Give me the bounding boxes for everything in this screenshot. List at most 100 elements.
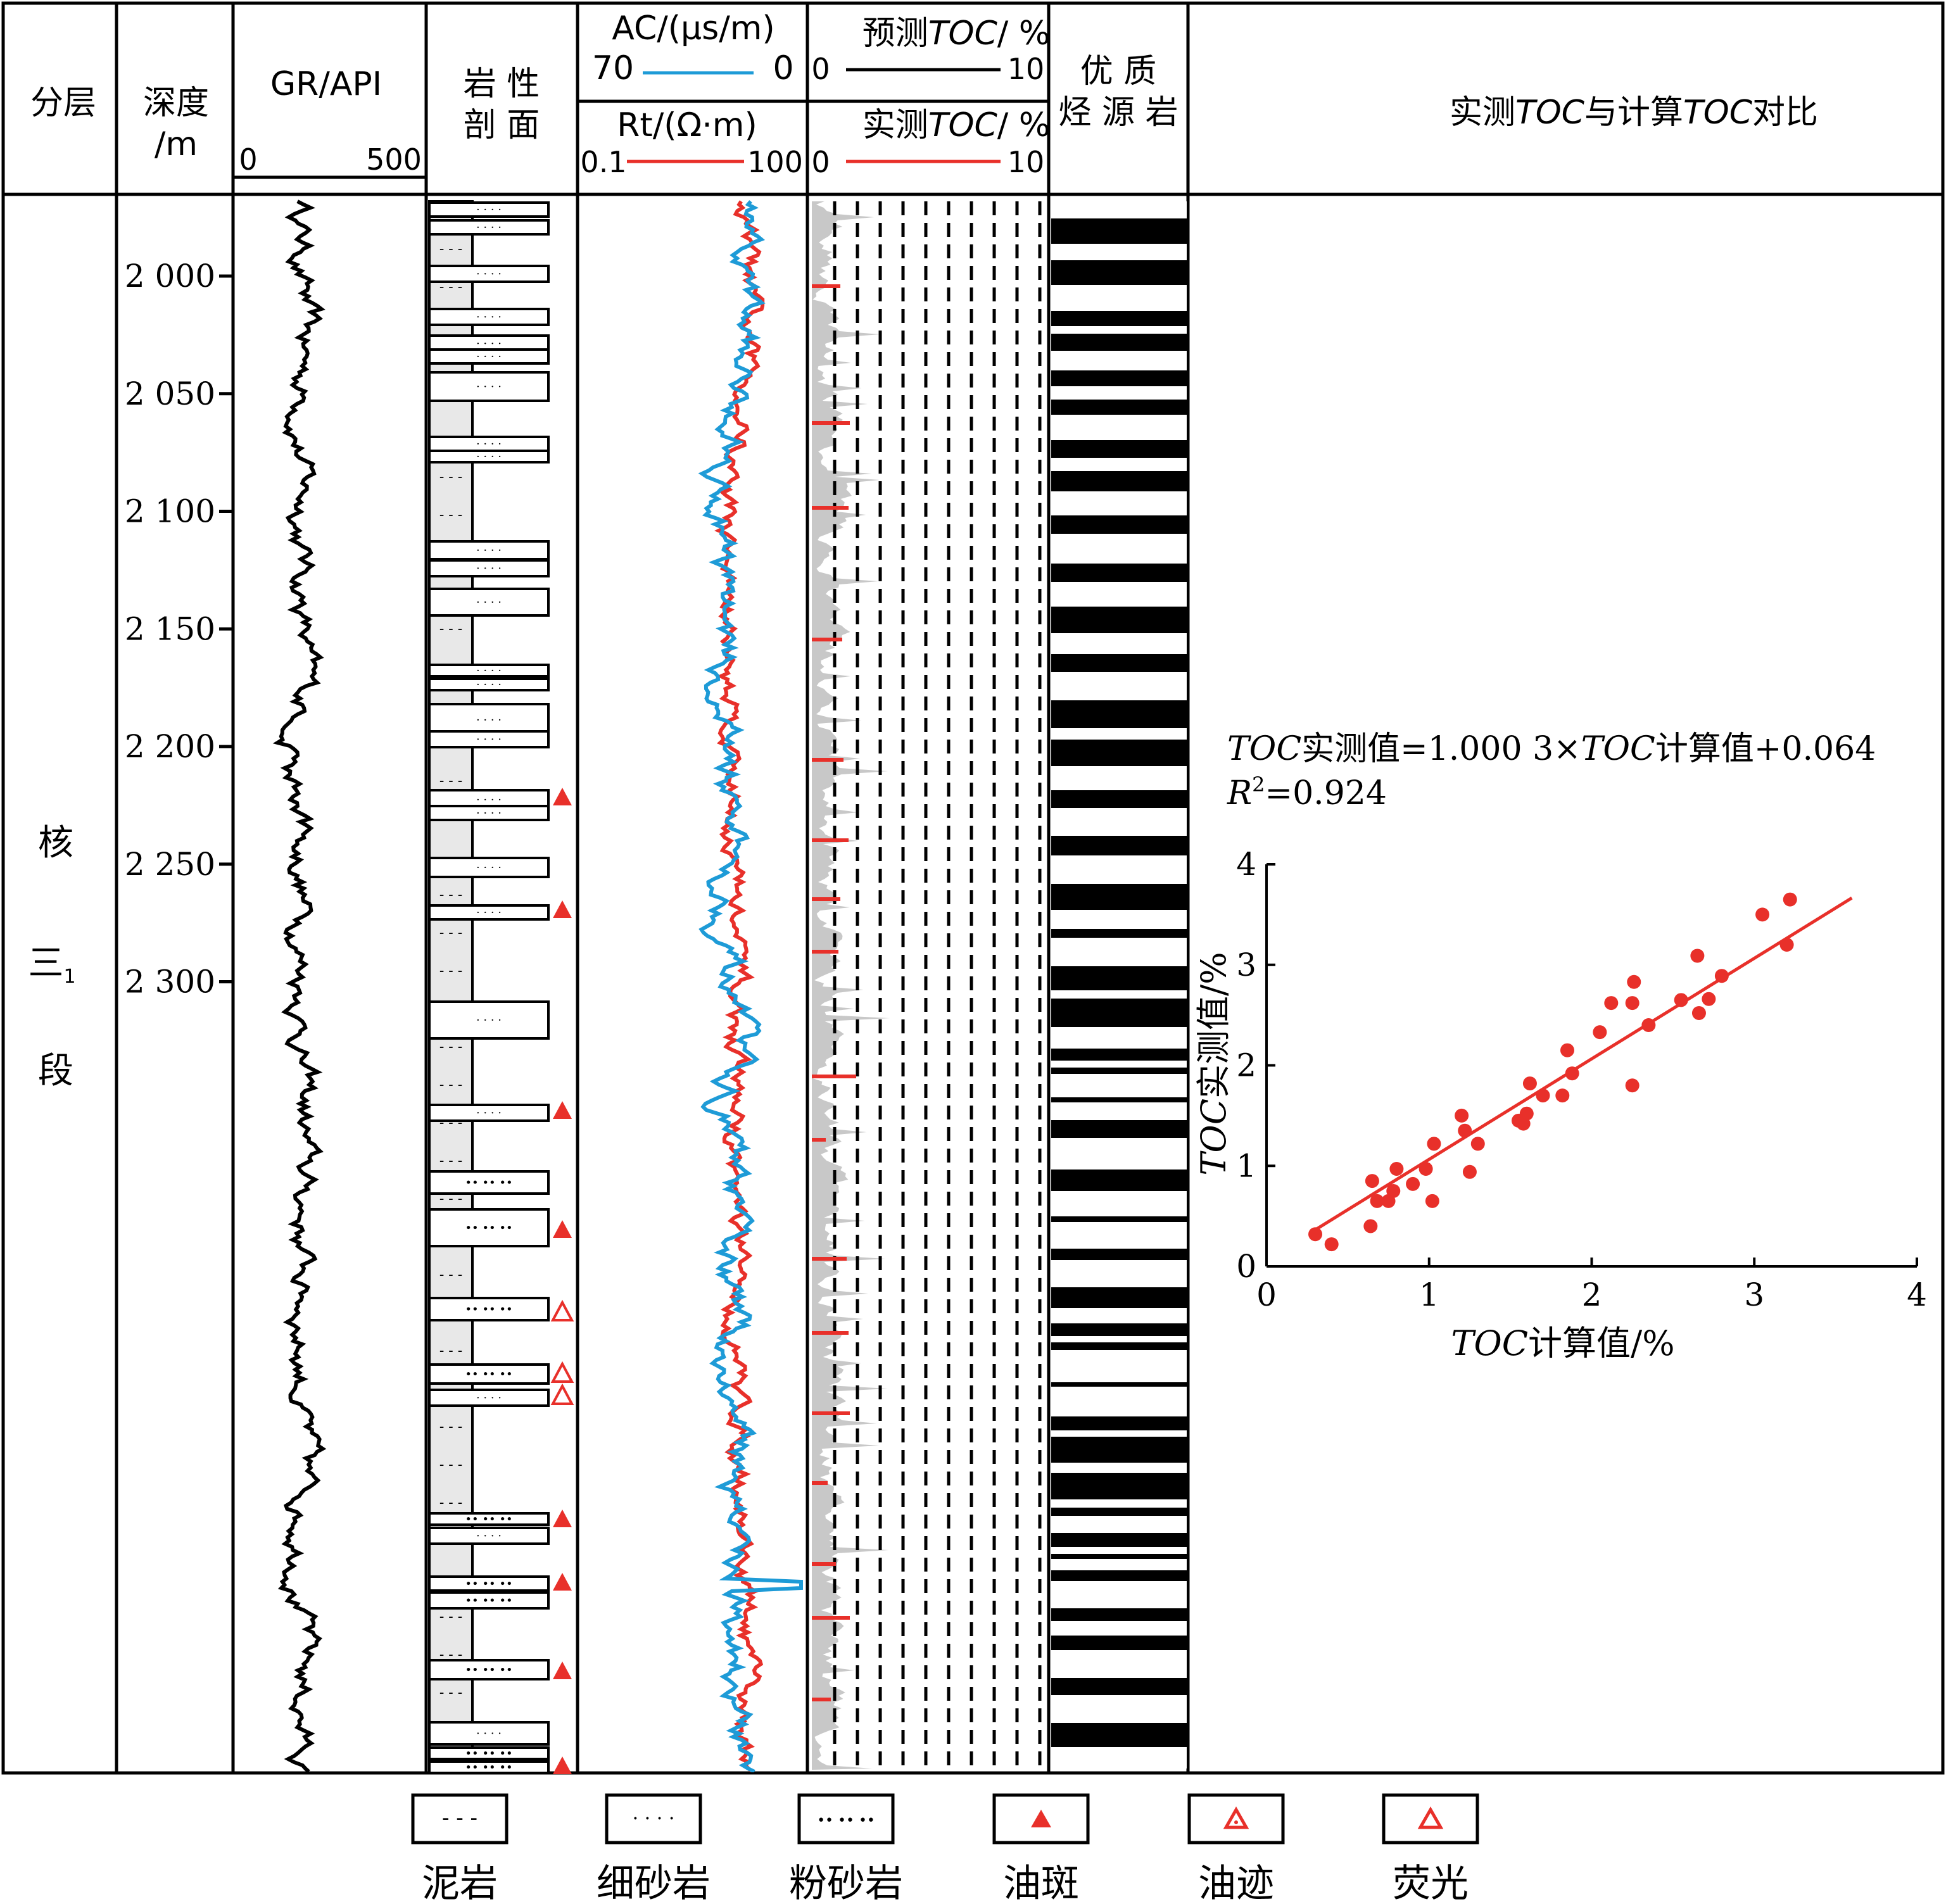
bed-pattern: · · · · — [476, 1014, 502, 1027]
legend: - - - 泥岩 · · · · 细砂岩 •• •• •• 粉砂岩 油斑 油迹 荧光 — [411, 1793, 1479, 1904]
source-rock-band — [1051, 1608, 1187, 1621]
x-tick-label: 0 — [1256, 1277, 1277, 1313]
ac-curve — [698, 200, 803, 1772]
data-point — [1308, 1227, 1323, 1242]
mudstone-mark: - - - — [439, 887, 462, 903]
source-rock-band — [1051, 884, 1187, 910]
legend-label: 泥岩 — [422, 1862, 498, 1904]
oil-trace-dot — [1234, 1820, 1238, 1824]
header-source-b: 烃 源 岩 — [1058, 94, 1178, 132]
bed-pattern: •• •• •• — [465, 1747, 512, 1760]
header-rt-left: 0.1 — [580, 145, 626, 179]
bed-pattern: •• •• •• — [465, 1221, 512, 1235]
source-rock-band — [1051, 1049, 1187, 1061]
bed-pattern: · · · · — [476, 678, 502, 691]
lithology-bed — [428, 857, 550, 878]
source-rock-band — [1051, 1678, 1187, 1695]
x-axis-label-a: TOC — [1451, 1323, 1528, 1363]
source-rock-band — [1051, 607, 1187, 633]
mudstone-mark: - - - — [439, 469, 462, 485]
data-point — [1755, 907, 1770, 922]
bed-pattern: · · · · — [476, 268, 502, 281]
svg-text:R2=0.924: R2=0.924 — [1227, 772, 1387, 812]
mudstone-mark: - - - — [439, 1153, 462, 1169]
mudstone-mark: - - - — [439, 241, 462, 257]
formation-label: 核 三1 段 — [28, 823, 75, 1092]
header-pred-c: / % — [997, 15, 1050, 53]
y-tick-label: 1 — [1236, 1147, 1256, 1184]
depth-tick-label: 2 300 — [125, 964, 215, 1000]
lithology-bed — [428, 348, 550, 365]
x-tick-label: 1 — [1419, 1277, 1439, 1313]
bed-pattern: · · · · — [476, 337, 502, 351]
mudstone-mark: - - - — [439, 1267, 462, 1283]
y-tick-label: 0 — [1236, 1248, 1256, 1285]
svg-text:实测TOC与计算TOC对比: 实测TOC与计算TOC对比 — [1450, 94, 1818, 132]
header-meas-a: 实测 — [862, 106, 928, 144]
data-point — [1470, 1137, 1485, 1151]
y-axis-label-b: 实测值/% — [1194, 952, 1234, 1099]
depth-tick-label: 2 000 — [125, 258, 215, 294]
data-point — [1702, 992, 1716, 1006]
lithology-bed — [428, 1208, 550, 1247]
mudstone-mark: - - - — [439, 1495, 462, 1511]
header-scale-lines — [627, 68, 1001, 163]
oil-spot-icon — [553, 900, 572, 918]
data-point — [1522, 1076, 1537, 1091]
data-point — [1386, 1183, 1401, 1198]
toc-track — [812, 201, 1042, 1770]
header-gr-min: 0 — [239, 142, 257, 177]
lithology-bed — [428, 1746, 550, 1760]
svg-text:预测TOC/ %: 预测TOC/ % — [862, 15, 1051, 53]
lithology-bed — [428, 588, 550, 617]
mudstone-mark: - - - — [439, 963, 462, 979]
header-compare-c: 与计算 — [1584, 94, 1683, 132]
data-point — [1714, 969, 1729, 983]
header-rt-right: 100 — [747, 145, 803, 179]
header-ac-right: 0 — [773, 49, 793, 87]
data-point — [1691, 1006, 1706, 1020]
svg-text:三1: 三1 — [28, 943, 75, 988]
oil-trace-icon — [550, 1299, 574, 1321]
data-point — [1627, 974, 1641, 989]
eq-r: R — [1227, 774, 1252, 812]
eq-r2-val: =0.924 — [1265, 774, 1387, 812]
data-point — [1406, 1176, 1420, 1191]
fluorescence-icon — [1417, 1806, 1444, 1829]
header-gr-title: GR/API — [270, 65, 382, 103]
bed-pattern: · · · · — [476, 562, 502, 576]
source-rock-band — [1051, 440, 1187, 458]
data-point — [1625, 996, 1640, 1011]
bed-pattern: •• •• •• — [465, 1577, 512, 1591]
oil-spot-icon — [553, 1101, 572, 1119]
header-rt-title: Rt/(Ω·m) — [617, 106, 757, 144]
lithology-bed — [428, 1104, 550, 1122]
oil-spot-icon — [553, 788, 572, 805]
source-rock-band — [1051, 1068, 1187, 1074]
y-tick-label: 3 — [1236, 947, 1256, 983]
header-gr-max: 500 — [366, 142, 422, 177]
legend-label: 油斑 — [1003, 1862, 1079, 1904]
lithology-bed — [428, 1721, 550, 1746]
header-pred-a: 预测 — [862, 15, 928, 53]
legend-box-mudstone — [411, 1793, 509, 1844]
legend-label: 荧光 — [1393, 1862, 1469, 1904]
formation-char-3: 段 — [38, 1050, 73, 1092]
source-rock-band — [1051, 1473, 1187, 1499]
source-rock-band — [1051, 1323, 1187, 1336]
lithology-bed — [428, 1659, 550, 1680]
fluorescence-icon — [550, 1361, 574, 1383]
data-point — [1363, 1219, 1378, 1233]
source-rock-track — [1051, 201, 1187, 1768]
bed-pattern: · · · · — [476, 1392, 502, 1405]
oil-spot-icon — [553, 1510, 572, 1527]
legend-pattern: - - - — [442, 1805, 477, 1831]
bed-pattern: •• •• •• — [465, 1368, 512, 1381]
data-point — [1674, 993, 1688, 1007]
bed-pattern: · · · · — [476, 906, 502, 919]
lithology-bed — [428, 1591, 550, 1610]
source-rock-band — [1051, 370, 1187, 386]
header-meas-left: 0 — [811, 145, 830, 179]
